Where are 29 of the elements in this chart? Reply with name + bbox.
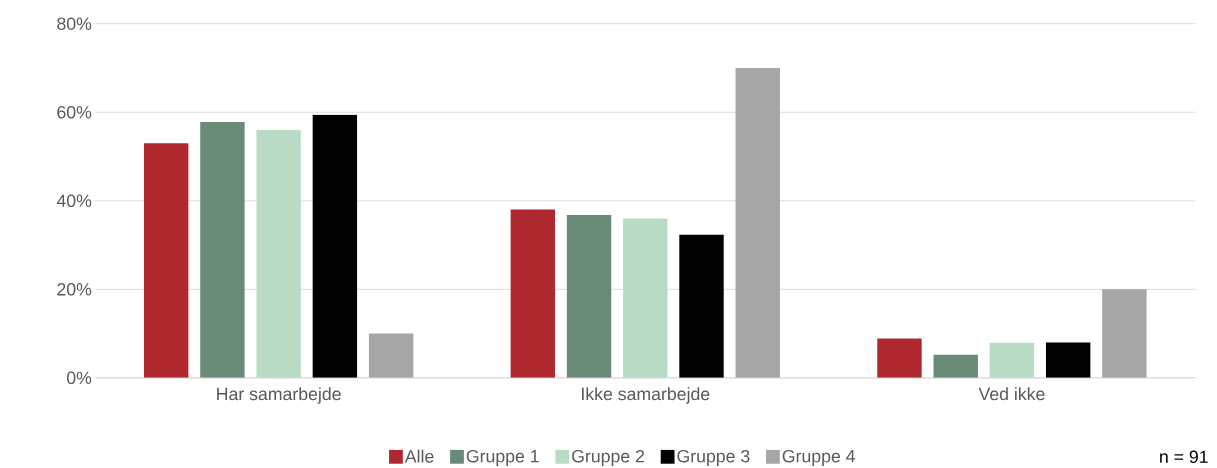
y-tick-label: 40% [56, 194, 92, 208]
bar [1102, 289, 1147, 378]
text: n = 91 [1160, 450, 1208, 464]
bar [933, 354, 978, 378]
legend-label: Gruppe 1 [466, 449, 539, 466]
bar [735, 68, 780, 378]
y-tick-label: 0% [66, 371, 92, 385]
bar [623, 218, 668, 378]
legend-label: Gruppe 2 [572, 449, 645, 466]
y-tick-label: 80% [57, 17, 92, 30]
bar [143, 143, 189, 378]
bar [566, 214, 612, 378]
y-tick-label: 20% [57, 283, 92, 296]
legend-label: Alle [404, 449, 434, 463]
bar [989, 342, 1035, 378]
bar [510, 209, 556, 378]
bar [368, 333, 414, 378]
x-tick-label: Ved ikke [978, 387, 1045, 401]
x-tick-label: Ikke samarbejde [582, 387, 710, 404]
bar [1045, 342, 1091, 378]
bar [256, 129, 301, 378]
legend-label: Gruppe 3 [677, 449, 750, 466]
x-tick-label: Har samarbejde [217, 387, 341, 404]
bar [200, 122, 245, 378]
legend-label: Gruppe 4 [782, 449, 856, 466]
bar [312, 114, 358, 378]
y-tick-label: 60% [57, 105, 92, 119]
bar [877, 338, 922, 378]
bar [679, 234, 724, 378]
